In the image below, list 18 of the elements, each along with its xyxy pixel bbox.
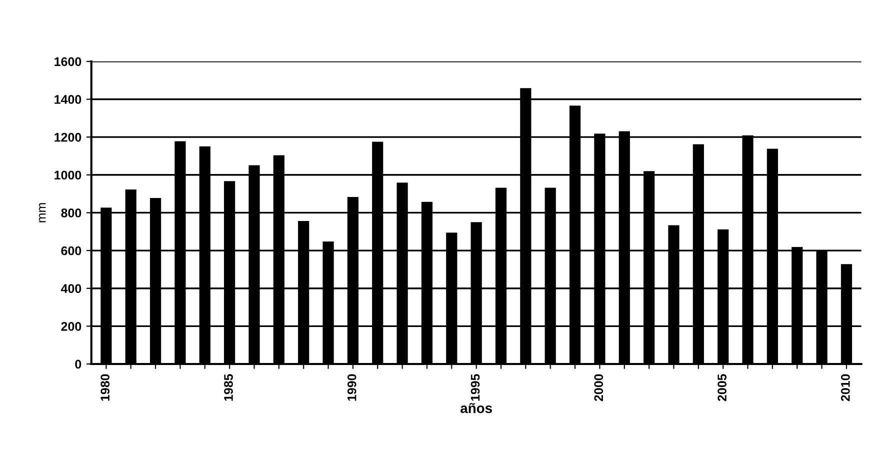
y-tick-label: 800	[61, 208, 82, 218]
x-tick-label: 2000	[594, 374, 604, 402]
x-tick-label: 1995	[470, 374, 480, 401]
x-tick-label: 2005	[718, 374, 726, 402]
y-tick-label: 1400	[54, 95, 82, 104]
x-tick-label: 2010	[840, 374, 850, 402]
x-tick-label: 1980	[100, 374, 110, 401]
y-axis-title: mm	[38, 203, 46, 222]
y-tick-label: 1200	[54, 132, 82, 142]
y-tick-label: 1600	[54, 57, 82, 66]
x-axis-title: años	[460, 402, 492, 414]
x-tick-label: 1985	[224, 374, 233, 401]
y-tick-label: 200	[61, 322, 82, 331]
y-tick-label: 600	[61, 246, 82, 256]
y-tick-label: 0	[75, 360, 82, 369]
y-tick-label: 1000	[54, 170, 82, 180]
x-tick-label: 1990	[347, 374, 356, 401]
y-tick-label: 400	[60, 284, 82, 294]
